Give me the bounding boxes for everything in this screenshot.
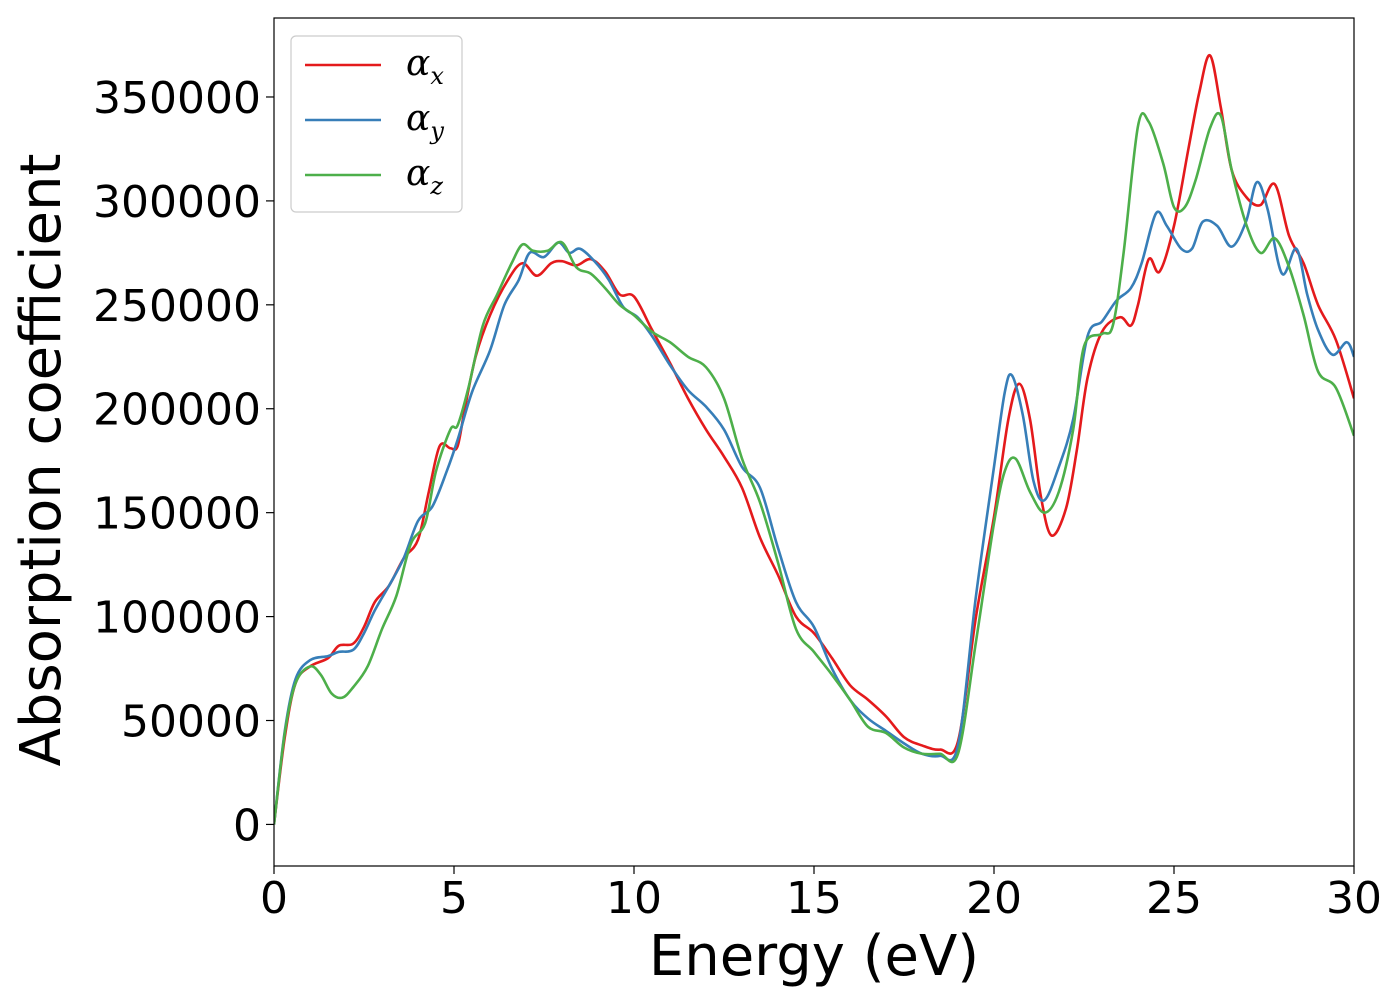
- series-line-alpha-y: [274, 180, 1354, 825]
- x-tick-label: 0: [260, 873, 288, 924]
- legend: αx αy αz: [290, 35, 463, 213]
- x-tick-label: 30: [1326, 873, 1382, 924]
- x-axis: 0 5 10 15 20 25 30: [260, 866, 1382, 924]
- x-tick-label: 15: [786, 873, 842, 924]
- legend-label-alpha-z: αz: [406, 153, 443, 200]
- legend-label-alpha-x: αx: [406, 43, 444, 90]
- x-axis-title: Energy (eV): [649, 924, 979, 989]
- y-tick-label: 100000: [93, 593, 261, 644]
- x-tick-label: 10: [606, 873, 662, 924]
- x-tick-label: 20: [966, 873, 1022, 924]
- x-tick-label: 25: [1146, 873, 1202, 924]
- y-tick-label: 150000: [93, 489, 261, 540]
- legend-box: [290, 35, 463, 213]
- series-line-alpha-z: [274, 111, 1354, 825]
- y-tick-label: 250000: [93, 281, 261, 332]
- y-tick-label: 300000: [93, 177, 261, 228]
- y-axis-title: Absorption coefficient: [9, 154, 74, 767]
- y-tick-label: 50000: [121, 697, 261, 748]
- y-tick-label: 350000: [93, 73, 261, 124]
- y-tick-label: 0: [233, 800, 261, 851]
- legend-label-alpha-y: αy: [406, 98, 444, 145]
- x-tick-label: 5: [440, 873, 468, 924]
- y-tick-label: 200000: [93, 385, 261, 436]
- series-layer: [274, 54, 1354, 825]
- y-axis: 0 50000 100000 150000 200000 250000 300000 3500…: [93, 73, 274, 851]
